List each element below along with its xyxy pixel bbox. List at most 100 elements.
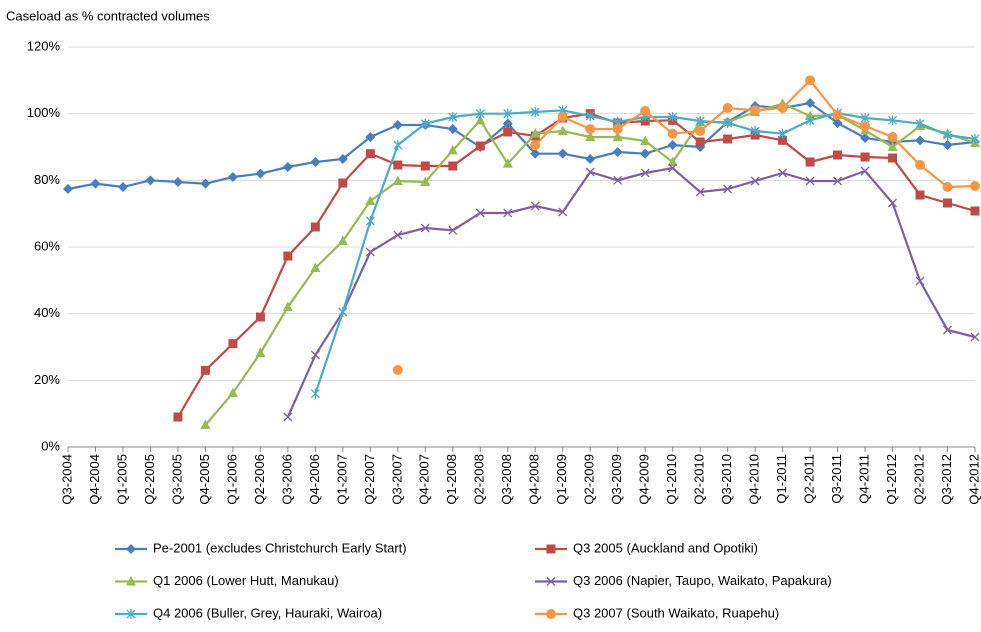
legend-marker — [126, 609, 136, 619]
x-tick-label: Q3-2010 — [719, 454, 734, 505]
data-point — [558, 207, 568, 217]
data-point — [805, 176, 815, 186]
legend-label: Q1 2006 (Lower Hutt, Manukau) — [153, 573, 339, 588]
x-tick-label: Q3-2011 — [829, 454, 844, 504]
data-point — [63, 184, 73, 194]
data-point — [117, 182, 128, 192]
legend-marker — [126, 576, 136, 586]
data-point — [283, 251, 293, 261]
data-point — [200, 178, 211, 189]
x-tick-label: Q3-2006 — [279, 454, 294, 505]
x-tick-label: Q4-2009 — [637, 454, 652, 505]
x-tick-label: Q4-2004 — [87, 454, 102, 505]
data-point — [145, 175, 156, 186]
data-point — [420, 161, 430, 171]
data-point — [283, 412, 293, 422]
x-tick-label: Q2-2007 — [362, 454, 377, 505]
data-point — [667, 128, 678, 139]
data-point — [200, 419, 211, 429]
legend-label: Q4 2006 (Buller, Grey, Hauraki, Wairoa) — [153, 605, 382, 620]
data-point — [640, 148, 651, 159]
data-point — [310, 262, 321, 272]
data-point — [228, 339, 238, 349]
data-point — [392, 175, 403, 185]
data-point — [530, 128, 541, 138]
data-point — [723, 118, 733, 128]
x-tick-label: Q2-2005 — [142, 454, 157, 505]
x-tick-label: Q1-2006 — [224, 454, 239, 505]
x-tick-label: Q1-2007 — [334, 454, 349, 505]
x-tick-label: Q3-2009 — [609, 454, 624, 505]
data-point — [503, 208, 513, 218]
data-point — [777, 103, 788, 113]
data-point — [255, 312, 265, 322]
data-point — [393, 160, 403, 170]
data-point — [887, 141, 898, 151]
x-tick-label: Q2-2012 — [911, 454, 926, 505]
data-point — [557, 125, 568, 135]
x-tick-label: Q2-2010 — [692, 454, 707, 505]
x-tick-label: Q1-2012 — [884, 454, 899, 505]
data-point — [915, 135, 926, 146]
series — [283, 163, 980, 422]
data-point — [832, 118, 843, 128]
data-point — [943, 325, 952, 335]
data-point — [365, 247, 375, 257]
legend-marker — [546, 544, 556, 554]
data-point — [530, 148, 541, 159]
data-point — [585, 111, 595, 121]
data-point — [530, 107, 540, 117]
data-point — [310, 157, 321, 167]
data-point — [393, 140, 403, 150]
data-point — [640, 135, 651, 145]
x-tick-label: Q2-2008 — [472, 454, 487, 505]
data-point — [915, 190, 925, 200]
legend-label: Q3 2006 (Napier, Taupo, Waikato, Papakur… — [573, 573, 832, 588]
data-point — [338, 307, 348, 317]
data-point — [695, 126, 706, 136]
data-point — [887, 132, 898, 142]
data-point — [695, 116, 705, 126]
data-point — [833, 150, 843, 160]
data-point — [915, 118, 925, 129]
data-point — [337, 154, 348, 164]
data-point — [310, 222, 320, 232]
data-point — [943, 130, 952, 140]
data-point — [475, 108, 485, 119]
data-point — [888, 198, 898, 208]
series-line — [286, 166, 976, 418]
data-point — [393, 230, 403, 240]
data-point — [667, 140, 678, 150]
data-point — [557, 148, 568, 159]
data-point — [420, 118, 430, 129]
data-point — [200, 365, 210, 375]
x-tick-label: Q4-2007 — [417, 454, 432, 505]
data-point — [530, 140, 541, 150]
data-point — [338, 178, 348, 188]
legend-marker — [126, 544, 136, 554]
data-point — [833, 176, 843, 186]
y-tick-label: 120% — [27, 38, 61, 53]
data-point — [448, 112, 458, 122]
series — [200, 98, 980, 429]
data-point — [778, 168, 788, 178]
data-point — [585, 131, 596, 141]
data-point — [667, 156, 678, 166]
data-point — [860, 166, 870, 176]
legend-marker — [546, 577, 556, 586]
data-point — [668, 112, 678, 122]
legend-label: Q3 2007 (South Waikato, Ruapehu) — [573, 605, 779, 620]
data-point — [723, 134, 733, 144]
x-tick-label: Q4-2005 — [197, 454, 212, 505]
data-point — [860, 152, 870, 162]
data-point — [365, 149, 375, 159]
y-tick-label: 40% — [34, 305, 60, 320]
data-point — [365, 132, 376, 142]
x-tick-label: Q3-2007 — [389, 454, 404, 505]
data-point — [778, 128, 788, 139]
data-point — [778, 135, 788, 145]
data-point — [255, 347, 266, 357]
y-tick-label: 60% — [34, 238, 60, 253]
data-point — [613, 175, 623, 185]
